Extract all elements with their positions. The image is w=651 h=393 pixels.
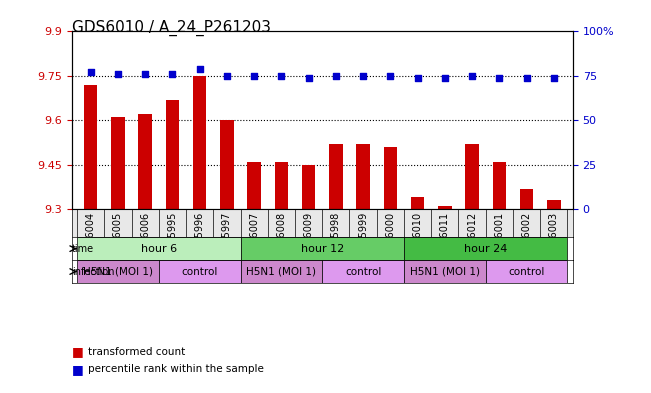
Point <box>331 73 341 79</box>
Text: GSM1625997: GSM1625997 <box>222 212 232 277</box>
Text: hour 12: hour 12 <box>301 244 344 253</box>
Bar <box>486 260 568 283</box>
Text: GSM1626008: GSM1626008 <box>277 212 286 277</box>
Point <box>303 75 314 81</box>
Point <box>140 71 150 77</box>
Point <box>439 75 450 81</box>
Text: percentile rank within the sample: percentile rank within the sample <box>88 364 264 375</box>
Bar <box>240 237 404 260</box>
Bar <box>547 200 561 209</box>
Point <box>521 75 532 81</box>
Text: ■: ■ <box>72 345 83 358</box>
Point <box>222 73 232 79</box>
Bar <box>193 76 206 209</box>
Text: transformed count: transformed count <box>88 347 185 357</box>
Bar <box>411 197 424 209</box>
Text: control: control <box>508 266 545 277</box>
Text: GSM1626007: GSM1626007 <box>249 212 259 277</box>
Text: GSM1626010: GSM1626010 <box>413 212 422 277</box>
Bar <box>404 260 486 283</box>
Text: GSM1625996: GSM1625996 <box>195 212 204 277</box>
Text: GSM1626011: GSM1626011 <box>440 212 450 277</box>
Point <box>249 73 259 79</box>
Bar <box>165 99 179 209</box>
Bar <box>329 144 342 209</box>
Text: H5N1 (MOI 1): H5N1 (MOI 1) <box>246 266 316 277</box>
Bar <box>404 237 568 260</box>
Text: GSM1625999: GSM1625999 <box>358 212 368 277</box>
Bar <box>139 114 152 209</box>
Bar <box>519 189 533 209</box>
Bar <box>302 165 316 209</box>
Text: time: time <box>72 244 94 253</box>
Text: GSM1626006: GSM1626006 <box>140 212 150 277</box>
Text: GSM1626004: GSM1626004 <box>86 212 96 277</box>
Point <box>549 75 559 81</box>
Bar <box>322 260 404 283</box>
Point <box>412 75 422 81</box>
Bar <box>240 260 322 283</box>
Bar <box>220 120 234 209</box>
Text: GDS6010 / A_24_P261203: GDS6010 / A_24_P261203 <box>72 20 271 36</box>
Bar <box>465 144 479 209</box>
Text: control: control <box>182 266 218 277</box>
Bar <box>77 260 159 283</box>
Bar <box>356 144 370 209</box>
Bar <box>247 162 261 209</box>
Bar <box>111 118 125 209</box>
Text: hour 24: hour 24 <box>464 244 507 253</box>
Point <box>195 66 205 72</box>
Bar <box>438 206 452 209</box>
Point <box>467 73 477 79</box>
Bar <box>383 147 397 209</box>
Text: H5N1 (MOI 1): H5N1 (MOI 1) <box>410 266 480 277</box>
Point <box>358 73 368 79</box>
Bar <box>77 237 240 260</box>
Text: hour 6: hour 6 <box>141 244 177 253</box>
Text: GSM1626012: GSM1626012 <box>467 212 477 277</box>
Point <box>494 75 505 81</box>
Text: ■: ■ <box>72 363 83 376</box>
Point <box>85 69 96 75</box>
Text: GSM1625998: GSM1625998 <box>331 212 341 277</box>
Bar <box>275 162 288 209</box>
Text: infection: infection <box>72 266 115 277</box>
Text: GSM1626005: GSM1626005 <box>113 212 123 277</box>
Text: GSM1626001: GSM1626001 <box>494 212 505 277</box>
Text: GSM1626000: GSM1626000 <box>385 212 395 277</box>
Bar <box>159 260 240 283</box>
Text: GSM1626003: GSM1626003 <box>549 212 559 277</box>
Text: GSM1626009: GSM1626009 <box>303 212 314 277</box>
Point <box>385 73 396 79</box>
Text: control: control <box>345 266 381 277</box>
Text: GSM1625995: GSM1625995 <box>167 212 178 277</box>
Point <box>276 73 286 79</box>
Text: GSM1626002: GSM1626002 <box>521 212 532 277</box>
Point <box>167 71 178 77</box>
Bar <box>84 85 98 209</box>
Bar <box>493 162 506 209</box>
Text: H5N1 (MOI 1): H5N1 (MOI 1) <box>83 266 153 277</box>
Point <box>113 71 123 77</box>
